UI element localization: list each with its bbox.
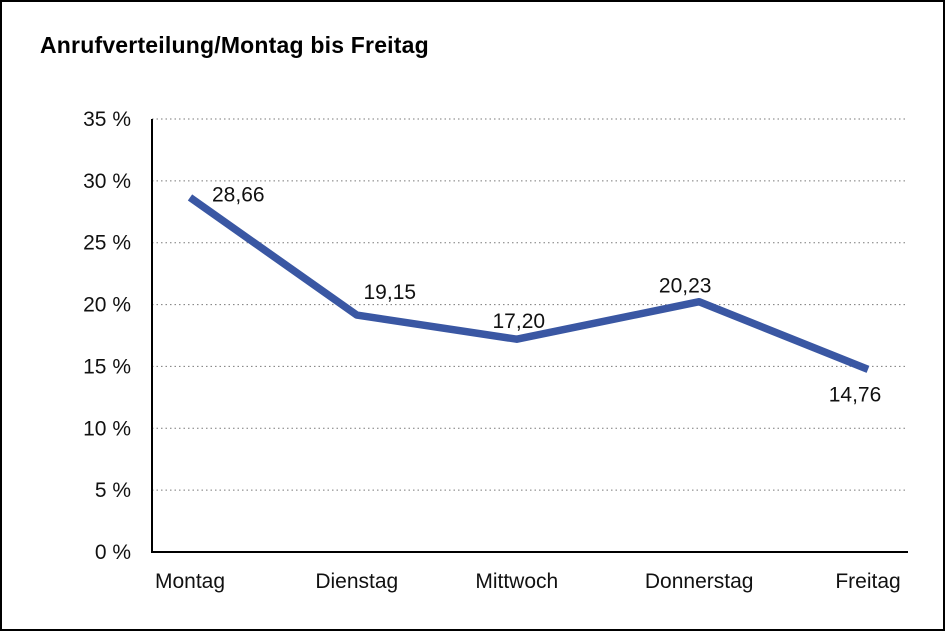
x-tick-label: Dienstag	[315, 570, 398, 593]
y-tick-label: 30 %	[83, 170, 131, 193]
data-label: 28,66	[212, 183, 265, 206]
y-tick-label: 35 %	[83, 108, 131, 131]
y-tick-label: 20 %	[83, 294, 131, 317]
y-tick-label: 0 %	[95, 541, 131, 564]
data-label: 14,76	[829, 383, 882, 406]
y-tick-label: 25 %	[83, 232, 131, 255]
chart-title: Anrufverteilung/Montag bis Freitag	[40, 32, 429, 58]
data-label: 20,23	[659, 275, 712, 298]
x-tick-label: Mittwoch	[475, 570, 558, 593]
data-label: 19,15	[364, 281, 417, 304]
series-line	[187, 194, 870, 373]
data-label: 17,20	[493, 310, 546, 333]
x-tick-label: Freitag	[835, 570, 900, 593]
x-tick-label: Montag	[155, 570, 225, 593]
x-tick-label: Donnerstag	[645, 570, 754, 593]
y-tick-label: 10 %	[83, 417, 131, 440]
y-tick-label: 5 %	[95, 479, 131, 502]
y-tick-label: 15 %	[83, 355, 131, 378]
